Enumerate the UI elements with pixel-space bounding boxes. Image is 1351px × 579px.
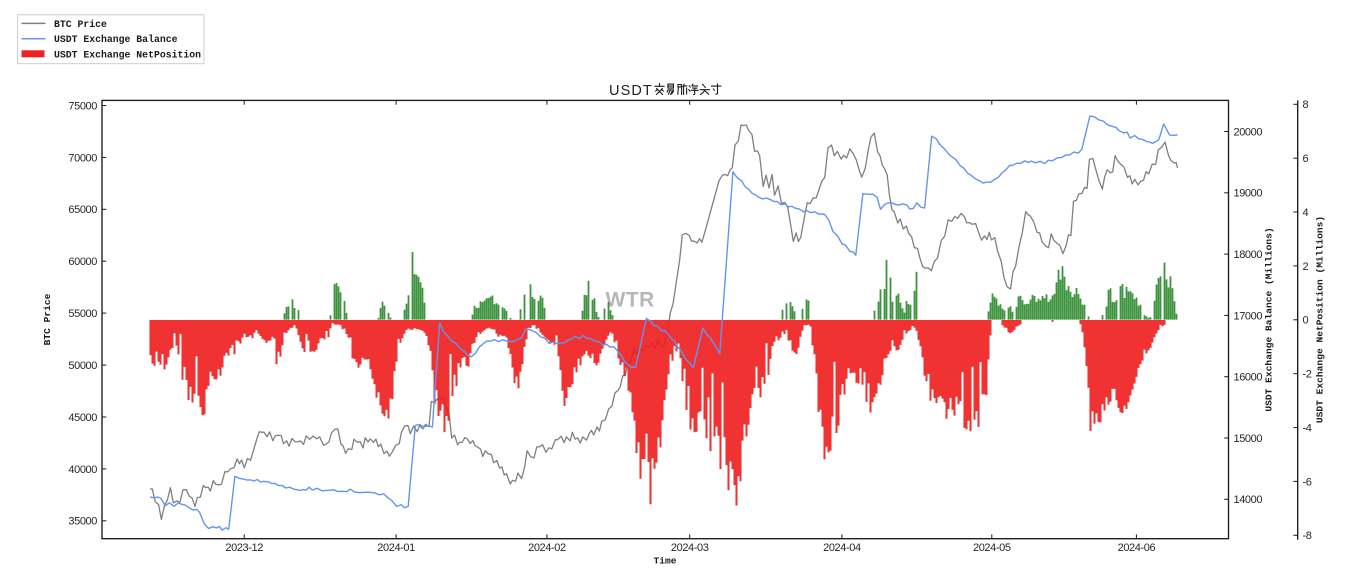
svg-text:75000: 75000	[68, 100, 97, 112]
svg-text:18000: 18000	[1234, 249, 1263, 261]
svg-text:4: 4	[1303, 207, 1309, 219]
svg-text:55000: 55000	[68, 308, 97, 320]
svg-text:2024-02: 2024-02	[528, 542, 566, 554]
svg-text:2024-01: 2024-01	[377, 542, 415, 554]
svg-text:2024-04: 2024-04	[823, 542, 861, 554]
svg-text:USDT Exchange Balance (Million: USDT Exchange Balance (Millions)	[1264, 227, 1275, 411]
svg-text:-2: -2	[1303, 369, 1312, 381]
svg-text:6: 6	[1303, 153, 1309, 165]
svg-text:16000: 16000	[1234, 372, 1263, 384]
svg-text:8: 8	[1303, 99, 1309, 111]
svg-text:17000: 17000	[1234, 310, 1263, 322]
svg-text:2023-12: 2023-12	[225, 542, 263, 554]
svg-text:USDT Exchange NetPosition: USDT Exchange NetPosition	[54, 50, 201, 61]
svg-text:2024-05: 2024-05	[973, 542, 1011, 554]
svg-text:14000: 14000	[1234, 494, 1263, 506]
svg-text:19000: 19000	[1234, 188, 1263, 200]
svg-text:USDT: USDT	[609, 83, 653, 99]
svg-text:45000: 45000	[68, 412, 97, 424]
svg-text:-8: -8	[1303, 530, 1312, 542]
svg-text:USDT Exchange NetPosition (Mil: USDT Exchange NetPosition (Millions)	[1315, 216, 1326, 423]
svg-text:-6: -6	[1303, 476, 1312, 488]
svg-text:40000: 40000	[68, 464, 97, 476]
svg-text:70000: 70000	[68, 152, 97, 164]
svg-text:-4: -4	[1303, 423, 1312, 435]
svg-text:60000: 60000	[68, 256, 97, 268]
svg-text:2024-03: 2024-03	[671, 542, 709, 554]
svg-text:BTC Price: BTC Price	[42, 293, 53, 345]
svg-text:35000: 35000	[68, 516, 97, 528]
svg-text:Time: Time	[653, 556, 676, 567]
svg-text:0: 0	[1303, 315, 1309, 327]
svg-text:65000: 65000	[68, 204, 97, 216]
svg-text:BTC Price: BTC Price	[54, 19, 107, 30]
svg-text:WTR: WTR	[606, 289, 655, 312]
svg-text:2: 2	[1303, 261, 1309, 273]
svg-text:USDT Exchange Balance: USDT Exchange Balance	[54, 34, 178, 45]
svg-text:50000: 50000	[68, 360, 97, 372]
svg-text:2024-06: 2024-06	[1118, 542, 1156, 554]
svg-text:15000: 15000	[1234, 433, 1263, 445]
svg-text:20000: 20000	[1234, 126, 1263, 138]
